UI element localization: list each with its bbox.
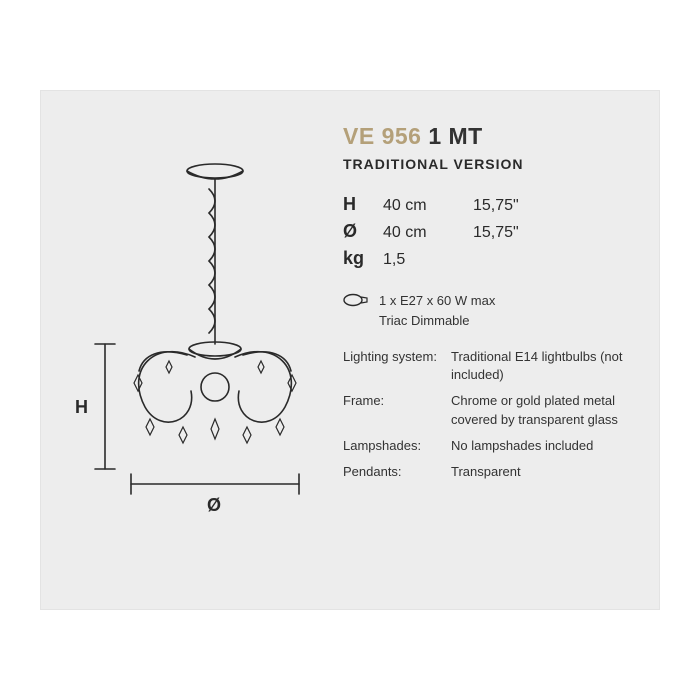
bulb-block: 1 x E27 x 60 W max Triac Dimmable — [343, 291, 631, 330]
dim-row: H 40 cm 15,75" — [343, 194, 631, 215]
bulb-line1: 1 x E27 x 60 W max — [379, 291, 495, 311]
dimensions-block: H 40 cm 15,75" Ø 40 cm 15,75" kg 1,5 — [343, 194, 631, 269]
detail-key: Frame: — [343, 392, 451, 428]
model-code: VE 956 — [343, 123, 421, 149]
detail-val: Transparent — [451, 463, 631, 481]
dim-h-label: H — [75, 397, 88, 418]
model-line: VE 956 1 MT — [343, 123, 631, 150]
model-suffix: 1 MT — [428, 123, 482, 149]
diagram-panel: H Ø — [65, 119, 325, 581]
dim-in: 15,75" — [473, 197, 519, 215]
dim-cm: 40 cm — [383, 224, 473, 242]
detail-key: Lampshades: — [343, 437, 451, 455]
detail-key: Pendants: — [343, 463, 451, 481]
dim-sym: H — [343, 194, 383, 215]
dim-sym: Ø — [343, 221, 383, 242]
detail-row: Frame: Chrome or gold plated metal cover… — [343, 392, 631, 428]
dim-cm: 40 cm — [383, 197, 473, 215]
spec-sheet: H Ø VE 956 1 MT TRADITIONAL VERSION H 40… — [40, 90, 660, 610]
dim-in: 15,75" — [473, 224, 519, 242]
spec-text: VE 956 1 MT TRADITIONAL VERSION H 40 cm … — [325, 119, 631, 581]
dim-row: Ø 40 cm 15,75" — [343, 221, 631, 242]
detail-val: Chrome or gold plated metal covered by t… — [451, 392, 631, 428]
detail-row: Lighting system: Traditional E14 lightbu… — [343, 348, 631, 384]
bulb-icon — [343, 293, 369, 307]
chandelier-diagram — [65, 119, 325, 589]
subtitle: TRADITIONAL VERSION — [343, 156, 631, 172]
detail-list: Lighting system: Traditional E14 lightbu… — [343, 348, 631, 481]
dim-row: kg 1,5 — [343, 248, 631, 269]
detail-row: Pendants: Transparent — [343, 463, 631, 481]
dim-d-label: Ø — [207, 495, 221, 516]
detail-val: No lampshades included — [451, 437, 631, 455]
bulb-line2: Triac Dimmable — [379, 311, 495, 331]
bulb-lines: 1 x E27 x 60 W max Triac Dimmable — [379, 291, 495, 330]
detail-val: Traditional E14 lightbulbs (not included… — [451, 348, 631, 384]
dim-cm: 1,5 — [383, 251, 473, 269]
dim-sym: kg — [343, 248, 383, 269]
detail-row: Lampshades: No lampshades included — [343, 437, 631, 455]
detail-key: Lighting system: — [343, 348, 451, 384]
